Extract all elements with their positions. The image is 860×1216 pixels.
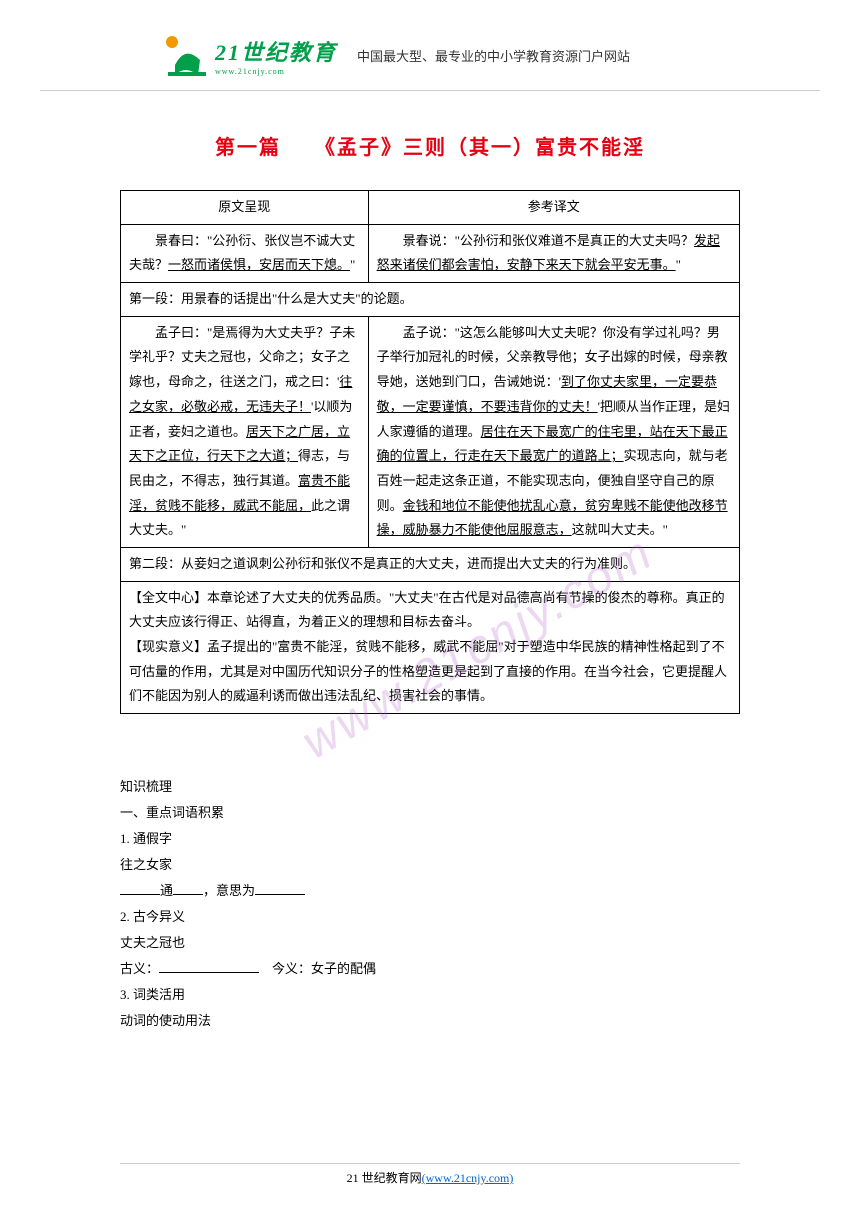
knowledge-item3: 3. 词类活用 [120,982,740,1008]
logo-icon [160,30,210,80]
translation-text-1: 景春说："公孙衍和张仪难道不是真正的大丈夫吗？发起怒来诸侯们都会害怕，安静下来天… [368,224,739,282]
table-header-row: 原文呈现 参考译文 [121,191,740,225]
table-section-row: 第一段：用景春的话提出"什么是大丈夫"的论题。 [121,283,740,317]
section-summary-2: 第二段：从妾妇之道讽刺公孙衍和张仪不是真正的大丈夫，进而提出大丈夫的行为准则。 [121,547,740,581]
blank-input[interactable] [173,894,203,895]
logo-subtitle: www.21cnjy.com [215,67,337,76]
blank-input[interactable] [120,894,160,895]
text-span: ，意思为 [203,883,255,898]
text-span: 这就叫大丈夫。" [572,522,668,537]
table-summary-row: 【全文中心】本章论述了大丈夫的优秀品质。"大丈夫"在古代是对品德高尚有节操的俊杰… [121,581,740,713]
content-table: 原文呈现 参考译文 景春曰："公孙衍、张仪岂不诚大丈夫哉？一怒而诸侯惧，安居而天… [120,190,740,714]
text-span: " [350,257,355,272]
knowledge-item1-text: 往之女家 [120,852,740,878]
knowledge-item1-blanks: 通 ，意思为 [120,878,740,904]
original-text-1: 景春曰："公孙衍、张仪岂不诚大丈夫哉？一怒而诸侯惧，安居而天下熄。" [121,224,369,282]
translation-text-2: 孟子说："这怎么能够叫大丈夫呢？你没有学过礼吗？男子举行加冠礼的时候，父亲教导他… [368,316,739,547]
logo: 21世纪教育 www.21cnjy.com [160,30,337,80]
logo-title: 21世纪教育 [215,35,337,67]
col-header-translation: 参考译文 [368,191,739,225]
section-summary-1: 第一段：用景春的话提出"什么是大丈夫"的论题。 [121,283,740,317]
underline-text: 一怒而诸侯惧，安居而天下熄。 [168,257,350,272]
original-text-2: 孟子曰："是焉得为大丈夫乎？子未学礼乎？丈夫之冠也，父命之；女子之嫁也，母命之，… [121,316,369,547]
text-span: 古义： [120,961,159,976]
knowledge-item1: 1. 通假字 [120,826,740,852]
table-row: 孟子曰："是焉得为大丈夫乎？子未学礼乎？丈夫之冠也，父命之；女子之嫁也，母命之，… [121,316,740,547]
text-span: " [676,257,681,272]
header-tagline: 中国最大型、最专业的中小学教育资源门户网站 [357,46,630,65]
knowledge-section: 知识梳理 一、重点词语积累 1. 通假字 往之女家 通，意思为 2. 古今异义 … [120,774,740,1034]
knowledge-sec1: 一、重点词语积累 [120,800,740,826]
page-header: 21世纪教育 www.21cnjy.com 中国最大型、最专业的中小学教育资源门… [40,0,820,91]
underline-text: 金钱和地位不能使他扰乱心意，贫穷卑贱不能使他改移节操，威胁暴力不能使他屈服意志， [377,498,728,538]
full-summary: 【全文中心】本章论述了大丈夫的优秀品质。"大丈夫"在古代是对品德高尚有节操的俊杰… [121,581,740,713]
knowledge-item2-blanks: 古义： 今义：女子的配偶 [120,956,740,982]
blank-input[interactable] [255,894,305,895]
document-title: 第一篇 《孟子》三则（其一）富贵不能淫 [0,131,860,160]
table-section-row: 第二段：从妾妇之道讽刺公孙衍和张仪不是真正的大丈夫，进而提出大丈夫的行为准则。 [121,547,740,581]
blank-input[interactable] [159,972,259,973]
text-span: 今义：女子的配偶 [259,961,376,976]
footer-link[interactable]: (www.21cnjy.com) [422,1171,514,1185]
knowledge-item2-text: 丈夫之冠也 [120,930,740,956]
footer-text: 21 世纪教育网 [347,1171,422,1185]
table-row: 景春曰："公孙衍、张仪岂不诚大丈夫哉？一怒而诸侯惧，安居而天下熄。" 景春说："… [121,224,740,282]
knowledge-item3-text: 动词的使动用法 [120,1008,740,1034]
col-header-original: 原文呈现 [121,191,369,225]
logo-text: 21世纪教育 www.21cnjy.com [215,35,337,76]
text-span: 孟子曰："是焉得为大丈夫乎？子未学礼乎？丈夫之冠也，父命之；女子之嫁也，母命之，… [129,325,355,389]
text-span: 通 [160,883,173,898]
knowledge-item2: 2. 古今异义 [120,904,740,930]
text-span: 景春说："公孙衍和张仪难道不是真正的大丈夫吗？ [377,233,694,248]
page-footer: 21 世纪教育网(www.21cnjy.com) [120,1163,740,1186]
knowledge-heading: 知识梳理 [120,774,740,800]
